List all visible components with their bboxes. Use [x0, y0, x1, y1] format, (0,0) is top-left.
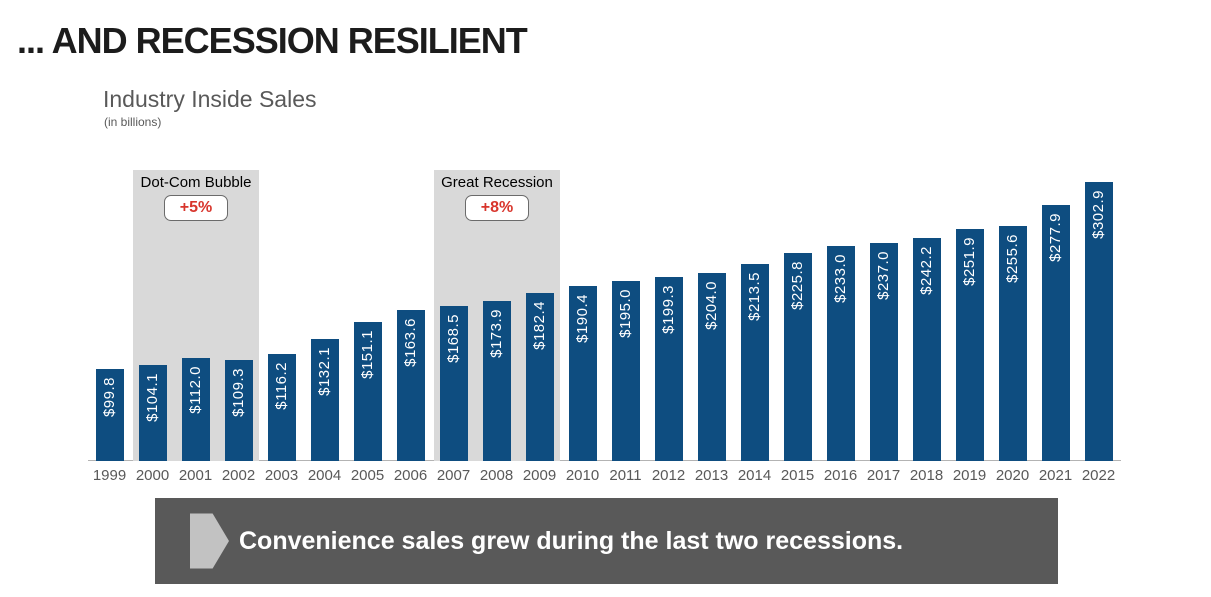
- bar: $251.9: [955, 229, 984, 461]
- right-arrow-icon: [190, 513, 229, 569]
- x-axis-tick-label: 2003: [264, 467, 299, 484]
- bar-value-label: $99.8: [101, 377, 118, 418]
- x-axis-tick-label: 2013: [694, 467, 729, 484]
- x-axis-tick-label: 2002: [221, 467, 256, 484]
- growth-badge: +8%: [465, 195, 529, 221]
- bar: $109.3: [224, 360, 253, 461]
- bar-value-label: $104.1: [144, 373, 161, 423]
- bar: $163.6: [396, 310, 425, 461]
- x-axis-tick-label: 2016: [823, 467, 858, 484]
- x-axis-tick-label: 2012: [651, 467, 686, 484]
- x-axis-tick-label: 2020: [995, 467, 1030, 484]
- bar: $302.9: [1084, 182, 1113, 461]
- bar-value-label: $132.1: [316, 347, 333, 397]
- bar: $116.2: [267, 353, 296, 461]
- x-axis-tick-label: 2007: [436, 467, 471, 484]
- bar-value-label: $109.3: [230, 368, 247, 418]
- bar-value-label: $233.0: [832, 254, 849, 304]
- bar: $204.0: [697, 273, 726, 461]
- bar: $242.2: [912, 237, 941, 461]
- recession-label: Great Recession: [441, 174, 553, 191]
- x-axis-tick-label: 2014: [737, 467, 772, 484]
- bar-chart: Dot-Com Bubble +5% Great Recession +8% $99.8…: [88, 160, 1121, 461]
- bar: $182.4: [525, 293, 554, 461]
- chart-units-label: (in billions): [104, 115, 162, 129]
- bar-value-label: $199.3: [660, 285, 677, 335]
- banner-text: Convenience sales grew during the last t…: [239, 526, 904, 555]
- x-axis-tick-label: 2004: [307, 467, 342, 484]
- recession-label: Dot-Com Bubble: [140, 174, 252, 191]
- x-axis-tick-label: 2018: [909, 467, 944, 484]
- x-axis-tick-label: 1999: [92, 467, 127, 484]
- bar: $151.1: [353, 321, 382, 461]
- x-axis-tick-label: 2022: [1081, 467, 1116, 484]
- bar: $99.8: [95, 369, 124, 461]
- x-axis-tick-label: 2017: [866, 467, 901, 484]
- bar-value-label: $277.9: [1047, 213, 1064, 262]
- bar: $173.9: [482, 300, 511, 461]
- bar: $168.5: [439, 305, 468, 461]
- bar: $255.6: [998, 225, 1027, 461]
- x-axis-line: [88, 460, 1121, 461]
- bar-value-label: $225.8: [789, 261, 806, 310]
- bar-value-label: $190.4: [574, 293, 591, 343]
- x-axis-tick-label: 2021: [1038, 467, 1073, 484]
- x-axis-tick-label: 2010: [565, 467, 600, 484]
- bar-value-label: $151.1: [359, 329, 376, 379]
- bar: $132.1: [310, 339, 339, 461]
- x-axis-tick-label: 2009: [522, 467, 557, 484]
- bar: $213.5: [740, 264, 769, 461]
- bar: $190.4: [568, 285, 597, 461]
- bar-value-label: $112.0: [187, 365, 204, 414]
- bar-value-label: $182.4: [531, 301, 548, 350]
- bar: $195.0: [611, 281, 640, 461]
- bar: $277.9: [1041, 205, 1070, 461]
- x-axis-tick-labels: 1999 2000 2001 2002 2003 2004 2005 2006 2007 2008…: [88, 467, 1121, 487]
- bar-value-label: $173.9: [488, 308, 505, 358]
- bar-value-label: $242.2: [918, 245, 935, 295]
- x-axis-tick-label: 2011: [609, 467, 642, 484]
- bar-value-label: $251.9: [961, 237, 978, 286]
- bar-value-label: $302.9: [1090, 190, 1107, 239]
- x-axis-tick-label: 2008: [479, 467, 514, 484]
- x-axis-tick-label: 2019: [952, 467, 987, 484]
- bar-value-label: $204.0: [703, 281, 720, 331]
- bar-value-label: $237.0: [875, 250, 892, 300]
- bar-value-label: $116.2: [273, 361, 290, 410]
- x-axis-tick-label: 2000: [135, 467, 170, 484]
- bar: $199.3: [654, 277, 683, 461]
- bar-value-label: $255.6: [1004, 233, 1021, 283]
- bar-value-label: $168.5: [445, 313, 462, 363]
- takeaway-banner: Convenience sales grew during the last t…: [155, 498, 1058, 584]
- x-axis-tick-label: 2015: [780, 467, 815, 484]
- bar-value-label: $213.5: [746, 272, 763, 322]
- bar: $233.0: [826, 246, 855, 461]
- bar: $225.8: [783, 253, 812, 461]
- x-axis-tick-label: 2005: [350, 467, 385, 484]
- x-axis-tick-label: 2006: [393, 467, 428, 484]
- bar: $237.0: [869, 242, 898, 461]
- bar: $104.1: [138, 365, 167, 461]
- growth-badge: +5%: [164, 195, 228, 221]
- bar-value-label: $163.6: [402, 318, 419, 368]
- bar-value-label: $195.0: [617, 289, 634, 339]
- bar: $112.0: [181, 357, 210, 461]
- x-axis-tick-label: 2001: [178, 467, 213, 484]
- chart-title: Industry Inside Sales: [103, 86, 317, 112]
- slide-title: ... AND RECESSION RESILIENT: [17, 20, 528, 61]
